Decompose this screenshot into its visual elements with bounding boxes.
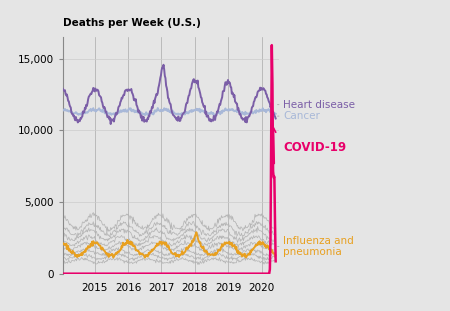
Text: COVID-19: COVID-19 xyxy=(284,141,346,154)
Text: Influenza and
pneumonia: Influenza and pneumonia xyxy=(284,236,354,257)
Text: Heart disease: Heart disease xyxy=(284,100,356,110)
Text: Cancer: Cancer xyxy=(284,111,320,121)
Text: Deaths per Week (U.S.): Deaths per Week (U.S.) xyxy=(63,18,201,28)
